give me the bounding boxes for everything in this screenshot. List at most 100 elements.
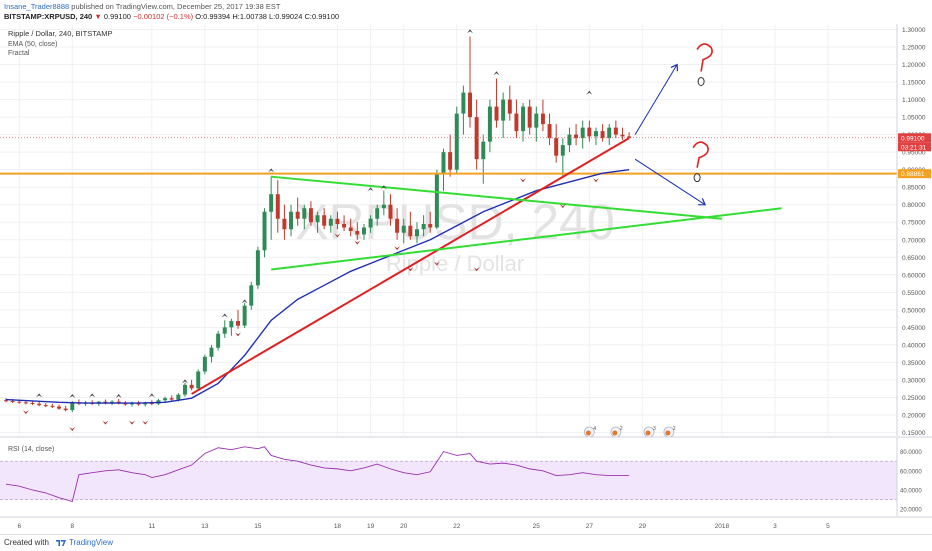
price-change: −0.00102 (−0.1%)	[133, 12, 194, 21]
candle-body	[567, 134, 572, 146]
fractal-up-icon	[181, 379, 188, 384]
price-badge-label: 0.88861	[901, 171, 925, 178]
candle	[567, 127, 572, 153]
footer: Created with TradingView	[0, 534, 932, 551]
candle-body	[30, 403, 35, 405]
time-tick-label: 27	[586, 523, 594, 530]
candle-body	[481, 141, 486, 160]
candle	[189, 379, 194, 391]
price-badge: 0.88861	[898, 169, 931, 179]
candle-body	[554, 138, 559, 156]
fractal-down-icon	[142, 420, 149, 425]
candle	[242, 302, 247, 329]
candle-body	[163, 398, 168, 401]
candle-body	[169, 398, 174, 400]
candle	[375, 204, 380, 226]
candle	[255, 246, 260, 289]
price-chart[interactable]: XRPUSD, 240 Ripple / Dollar 4 2 3 2 0.15000…	[0, 24, 932, 534]
candle-body	[149, 403, 154, 405]
candle	[342, 215, 347, 231]
candle-body	[37, 403, 42, 406]
price-tick-label: 0.95000	[902, 150, 926, 157]
candle-body	[328, 218, 333, 226]
candle	[620, 127, 625, 140]
fractal-down-icon	[354, 240, 361, 245]
candle-body	[116, 401, 121, 404]
candle	[454, 106, 459, 174]
candle-body	[494, 106, 499, 121]
symbol-line: BITSTAMP:XRPUSD, 240 ▼ 0.99100 −0.00102 …	[4, 12, 339, 21]
price-tick-label: 1.20000	[902, 62, 926, 69]
candle	[322, 208, 327, 230]
ohlc-values: O:0.99394 H:1.00738 L:0.99024 C:0.99100	[195, 12, 340, 21]
candle	[408, 211, 413, 240]
candle-body	[70, 402, 75, 411]
price-tick-label: 0.55000	[902, 290, 926, 297]
candle	[441, 148, 446, 191]
candle	[275, 180, 280, 233]
candle	[381, 190, 386, 216]
fractal-down-icon	[102, 420, 109, 425]
fractal-up-icon	[69, 394, 76, 399]
candle-body	[507, 99, 512, 114]
candle-body	[560, 145, 565, 156]
candle	[182, 382, 187, 397]
candle-body	[421, 223, 426, 230]
candle	[355, 222, 360, 240]
price-tick-label: 1.10000	[902, 97, 926, 104]
candle-body	[468, 92, 473, 118]
candle-body	[428, 223, 433, 228]
time-tick-label: 13	[201, 523, 209, 530]
candle	[308, 201, 313, 226]
price-tick-label: 0.75000	[902, 220, 926, 227]
candle-body	[63, 408, 68, 411]
price-badge-label: 03:21:31	[901, 144, 927, 151]
candle-body	[249, 285, 254, 306]
price-tick-label: 0.15000	[902, 430, 926, 437]
candle	[163, 396, 168, 403]
trend-line	[191, 137, 630, 395]
fractal-up-icon	[493, 71, 500, 76]
candle	[607, 124, 612, 146]
candle-body	[521, 106, 526, 132]
arrow-down-icon	[634, 158, 705, 205]
candle	[414, 222, 419, 244]
candle-body	[110, 401, 115, 404]
event-dot-icon	[645, 430, 651, 436]
candle	[262, 208, 267, 258]
candle	[43, 403, 48, 408]
candle	[209, 344, 214, 363]
candle-body	[547, 124, 552, 139]
price-tick-label: 1.05000	[902, 115, 926, 122]
candle	[335, 211, 340, 230]
candle-body	[514, 113, 519, 132]
candle	[494, 78, 499, 128]
price-tick-label: 0.20000	[902, 412, 926, 419]
candle-body	[501, 99, 506, 121]
candle-body	[613, 127, 618, 135]
chart-legend: Ripple / Dollar, 240, BITSTAMP EMA (50, …	[8, 29, 112, 57]
candle-body	[348, 227, 353, 231]
event-icon: 2	[663, 426, 676, 438]
grid	[0, 24, 897, 436]
candle	[361, 223, 366, 240]
candle-body	[414, 229, 419, 237]
fractal-up-icon	[89, 393, 96, 398]
candle	[302, 204, 307, 230]
fractal-down-icon	[520, 178, 527, 183]
candle	[487, 99, 492, 153]
price-tick-label: 0.35000	[902, 360, 926, 367]
candle	[547, 113, 552, 146]
candle	[593, 127, 598, 146]
author-link[interactable]: Insane_Trader8888	[4, 2, 70, 11]
candle	[580, 120, 585, 149]
fractal-up-icon	[268, 168, 275, 173]
candle	[368, 215, 373, 233]
tradingview-link[interactable]: TradingView	[69, 538, 114, 547]
candle-body	[448, 152, 453, 170]
fractal-up-icon	[367, 187, 374, 192]
candle-body	[587, 127, 592, 137]
fractals	[22, 29, 599, 431]
candle	[474, 99, 479, 170]
candle-body	[308, 208, 313, 223]
